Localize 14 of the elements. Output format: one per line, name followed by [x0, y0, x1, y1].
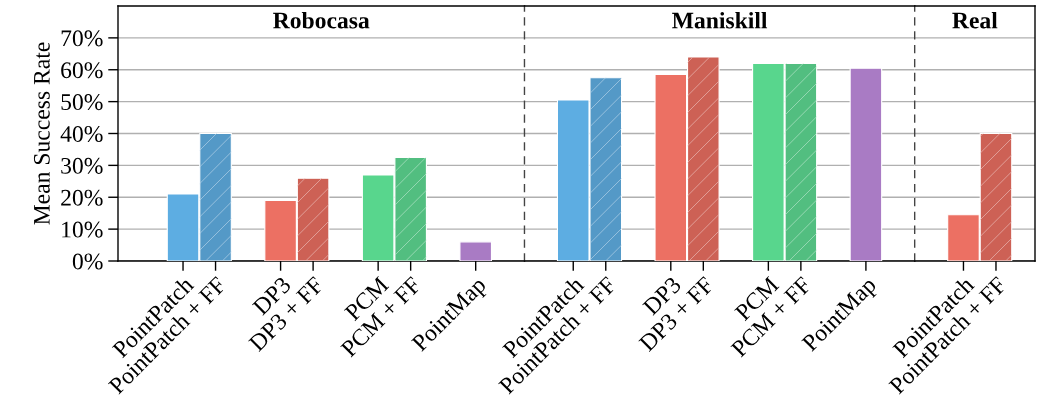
chart-title: Maniskill: [672, 11, 768, 29]
y-tick-label: 0%: [72, 253, 103, 270]
y-tick-label: 20%: [61, 189, 103, 206]
chart-title: Real: [952, 11, 998, 29]
y-tick-label: 50%: [61, 94, 103, 111]
y-tick-label: 60%: [61, 62, 103, 79]
bar: [459, 241, 493, 261]
y-axis-title: Mean Success Rate: [33, 42, 50, 225]
chart-title: Robocasa: [273, 11, 370, 29]
y-tick-label: 40%: [60, 125, 103, 142]
bar: [264, 199, 297, 261]
y-tick-label: 70%: [61, 30, 103, 47]
y-tick-label: 30%: [61, 157, 103, 174]
y-tick-label: 10%: [62, 221, 103, 238]
